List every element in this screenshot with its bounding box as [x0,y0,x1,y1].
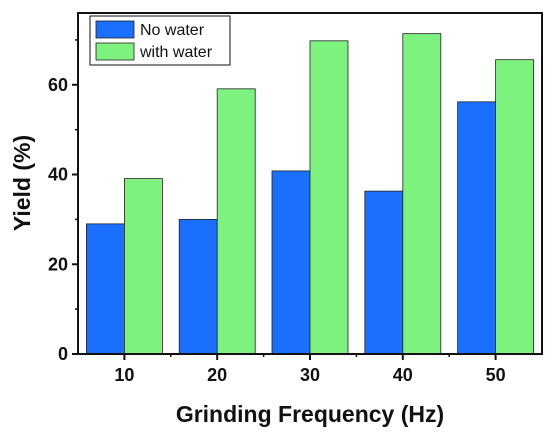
legend: No water with water [89,15,231,66]
legend-label-no-water: No water [140,22,205,39]
bar-with-water-40 [402,33,442,355]
bar-with-water-30 [309,40,349,355]
x-axis-title: Grinding Frequency (Hz) [176,401,444,427]
x-tick-label: 50 [486,365,506,385]
bar-no-water-10 [86,223,125,355]
legend-swatch-with-water [95,42,135,61]
y-axis-title: Yield (%) [9,135,35,231]
x-tick-label: 40 [393,365,413,385]
bars-group [86,33,535,355]
bar-with-water-50 [495,59,535,355]
y-tick-label: 60 [48,75,68,95]
y-tick-label: 0 [58,344,68,364]
x-tick-label: 30 [300,365,320,385]
y-tick-label: 40 [48,165,68,185]
x-tick-label: 10 [114,365,134,385]
bar-no-water-40 [364,190,404,355]
bar-no-water-30 [271,170,311,355]
legend-label-with-water: with water [139,44,213,61]
y-tick-label: 20 [48,254,68,274]
x-axis: 10 20 30 40 50 [114,354,506,385]
x-tick-label: 20 [207,365,227,385]
bar-no-water-50 [457,101,497,355]
bar-with-water-20 [216,88,256,355]
legend-swatch-no-water [95,20,135,39]
bar-no-water-20 [178,218,218,355]
bar-with-water-10 [124,178,163,355]
y-axis: 0 20 40 60 [48,39,78,364]
